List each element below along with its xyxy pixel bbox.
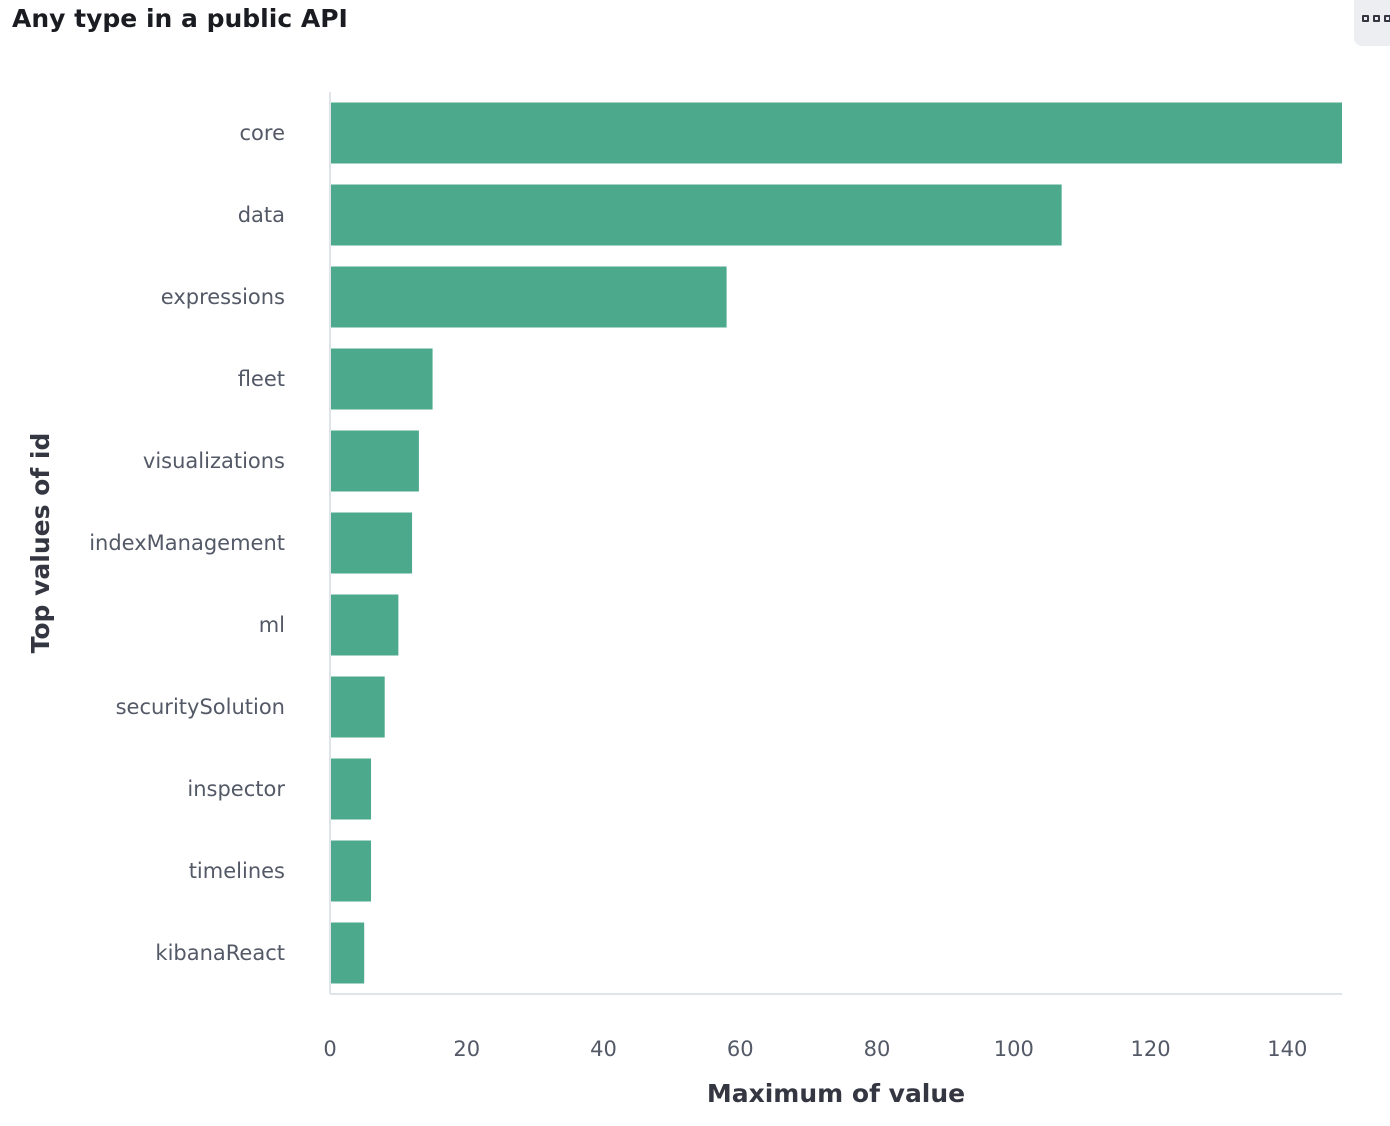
bar-securitySolution[interactable] xyxy=(330,676,385,738)
bars xyxy=(330,102,1342,984)
category-label: core xyxy=(240,121,286,145)
x-axis-title: Maximum of value xyxy=(707,1079,965,1108)
category-label: expressions xyxy=(161,285,285,309)
bar-ml[interactable] xyxy=(330,594,399,656)
category-label: kibanaReact xyxy=(155,941,285,965)
category-label: data xyxy=(238,203,285,227)
panel-title: Any type in a public API xyxy=(12,4,348,33)
x-tick-label: 140 xyxy=(1267,1037,1307,1061)
x-tick-label: 0 xyxy=(323,1037,336,1061)
bar-visualizations[interactable] xyxy=(330,430,419,492)
x-tick-label: 40 xyxy=(590,1037,617,1061)
panel-options-button[interactable] xyxy=(1354,0,1390,46)
bar-data[interactable] xyxy=(330,184,1062,246)
bar-timelines[interactable] xyxy=(330,840,372,902)
x-tick-label: 20 xyxy=(453,1037,480,1061)
bar-core[interactable] xyxy=(330,102,1342,164)
category-label: inspector xyxy=(187,777,285,801)
x-tick-label: 100 xyxy=(994,1037,1034,1061)
category-labels: core data expressions fleet visualizations in… xyxy=(89,121,285,965)
bar-expressions[interactable] xyxy=(330,266,727,328)
category-label: ml xyxy=(259,613,285,637)
category-label: securitySolution xyxy=(116,695,285,719)
x-tick-label: 120 xyxy=(1130,1037,1170,1061)
category-label: timelines xyxy=(189,859,285,883)
x-tick-label: 80 xyxy=(864,1037,891,1061)
category-label: visualizations xyxy=(143,449,285,473)
bar-inspector[interactable] xyxy=(330,758,372,820)
y-axis-title: Top values of id xyxy=(26,433,55,654)
bar-fleet[interactable] xyxy=(330,348,433,410)
category-label: fleet xyxy=(238,367,285,391)
bar-indexManagement[interactable] xyxy=(330,512,413,574)
x-tick-labels: 0 20 40 60 80 100 120 140 xyxy=(323,1037,1307,1061)
x-tick-label: 60 xyxy=(727,1037,754,1061)
bar-kibanaReact[interactable] xyxy=(330,922,365,984)
category-label: indexManagement xyxy=(89,531,285,555)
